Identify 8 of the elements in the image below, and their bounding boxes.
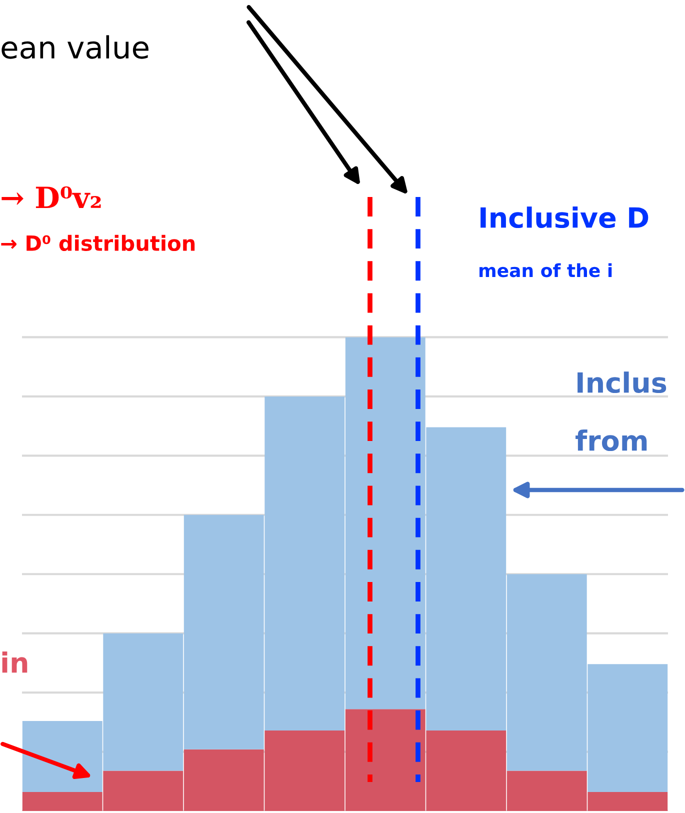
text: ean value <box>2 35 148 59</box>
text: mean of the i <box>480 263 612 278</box>
text: → D⁰ distribution <box>1 234 195 252</box>
annotation: in <box>2 652 28 673</box>
text: → D⁰v₂ <box>2 186 101 208</box>
annotation: from <box>576 430 647 452</box>
text: Inclusive D <box>480 206 648 228</box>
annotation: Inclus <box>578 372 666 394</box>
